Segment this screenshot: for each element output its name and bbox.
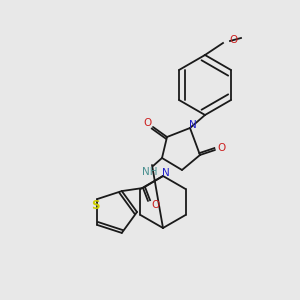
Text: O: O — [217, 143, 225, 153]
Text: O: O — [152, 200, 160, 210]
Text: O: O — [229, 35, 237, 45]
Text: NH: NH — [142, 167, 158, 177]
Text: N: N — [162, 168, 170, 178]
Text: N: N — [189, 120, 197, 130]
Text: O: O — [143, 118, 151, 128]
Text: S: S — [91, 199, 100, 212]
